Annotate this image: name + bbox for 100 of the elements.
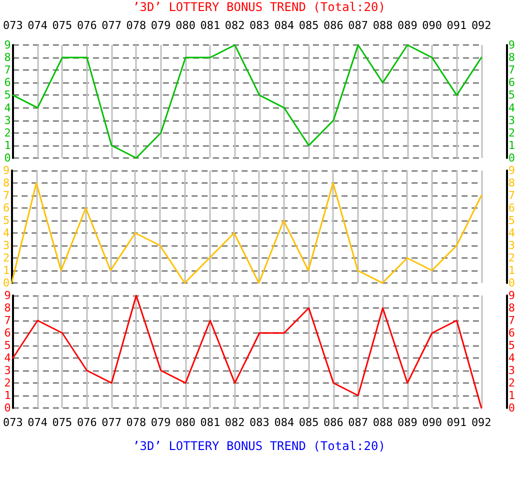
y-tick-label: 0 — [3, 276, 10, 290]
x-tick-label: 090 — [422, 416, 442, 429]
y2-tick-label: 8 — [508, 176, 515, 190]
x-tick-label: 091 — [446, 19, 467, 32]
y-tick-label: 1 — [4, 138, 11, 152]
y2-tick-label: 2 — [508, 376, 515, 390]
y-tick-label: 0 — [4, 152, 11, 164]
y-tick-label: 2 — [4, 376, 11, 390]
x-tick-label: 073 — [2, 416, 23, 429]
y2-tick-label: 5 — [508, 88, 515, 102]
x-tick-label: 086 — [324, 416, 344, 429]
x-tick-label: 092 — [471, 19, 492, 32]
y-tick-label: 8 — [3, 176, 10, 190]
y-tick-label: 6 — [3, 202, 10, 214]
y2-tick-label: 1 — [508, 138, 515, 152]
x-tick-label: 076 — [76, 416, 97, 429]
x-tick-label: 089 — [397, 19, 418, 32]
y-tick-label: 2 — [3, 252, 10, 264]
x-tick-label: 092 — [471, 416, 492, 429]
x-tick-label: 079 — [150, 416, 171, 429]
x-tick-label: 089 — [397, 416, 418, 429]
y2-tick-label: 3 — [508, 364, 515, 377]
y-tick-label: 9 — [3, 164, 10, 177]
y2-tick-label: 2 — [508, 252, 515, 264]
y-tick-label: 0 — [4, 402, 11, 414]
y-tick-label: 3 — [4, 114, 11, 127]
x-tick-label: 088 — [372, 19, 393, 32]
x-tick-label: 074 — [28, 416, 48, 429]
y-tick-label: 1 — [3, 264, 10, 277]
y-tick-label: 5 — [4, 339, 11, 352]
x-tick-label: 078 — [126, 19, 146, 32]
y2-tick-label: 9 — [508, 38, 515, 52]
y-tick-label: 6 — [4, 326, 11, 340]
chart-title: ’3D’ LOTTERY BONUS TREND (Total:20) — [132, 0, 386, 14]
x-tick-label: 085 — [298, 416, 319, 429]
line-series — [12, 294, 482, 409]
x-tick-label: 084 — [274, 19, 294, 32]
y-tick-label: 7 — [4, 314, 11, 327]
y2-tick-label: 1 — [508, 389, 515, 402]
x-tick-label: 085 — [298, 19, 319, 32]
y2-tick-label: 4 — [508, 352, 516, 364]
y-tick-label: 3 — [4, 364, 11, 377]
y2-tick-label: 6 — [508, 326, 515, 340]
y-tick-label: 4 — [3, 226, 10, 240]
y2-tick-label: 5 — [508, 214, 515, 227]
x-tick-label: 079 — [150, 19, 171, 32]
x-tick-label: 082 — [224, 416, 245, 429]
x-tick-label: 090 — [422, 19, 442, 32]
x-tick-label: 087 — [348, 416, 368, 429]
x-tick-label: 086 — [324, 19, 344, 32]
y2-tick-label: 4 — [508, 226, 516, 240]
x-tick-label: 074 — [28, 19, 48, 32]
x-tick-label: 083 — [250, 416, 270, 429]
y2-tick-label: 7 — [508, 314, 515, 327]
y2-tick-label: 3 — [508, 239, 515, 252]
y2-tick-label: 9 — [508, 289, 515, 302]
x-tick-label: 080 — [176, 19, 196, 32]
x-tick-label: 082 — [224, 19, 245, 32]
y-tick-label: 4 — [4, 101, 12, 114]
x-tick-label: 076 — [76, 19, 97, 32]
x-tick-label: 075 — [52, 416, 72, 429]
y2-tick-label: 2 — [508, 126, 515, 140]
x-tick-label: 077 — [102, 416, 122, 429]
line-series — [10, 182, 482, 284]
x-tick-label: 075 — [52, 19, 72, 32]
y2-tick-label: 8 — [508, 302, 515, 314]
y2-tick-label: 7 — [508, 64, 515, 77]
y-tick-label: 7 — [3, 189, 10, 202]
x-tick-label: 088 — [372, 416, 393, 429]
y-tick-label: 1 — [4, 389, 11, 402]
y2-tick-label: 9 — [508, 164, 515, 177]
x-tick-label: 081 — [200, 19, 220, 32]
y-tick-label: 6 — [4, 76, 11, 90]
y-tick-label: 5 — [3, 214, 10, 227]
x-tick-label: 080 — [176, 416, 196, 429]
y2-tick-label: 0 — [508, 402, 515, 414]
x-tick-label: 091 — [446, 416, 467, 429]
y-tick-label: 8 — [4, 51, 11, 64]
y2-tick-label: 0 — [508, 276, 515, 290]
y2-tick-label: 8 — [508, 51, 515, 64]
y-tick-label: 9 — [4, 289, 11, 302]
y2-tick-label: 0 — [508, 152, 515, 164]
y-tick-label: 9 — [4, 38, 11, 52]
y2-tick-label: 6 — [508, 76, 515, 90]
x-tick-label: 073 — [2, 19, 23, 32]
y-tick-label: 3 — [3, 239, 10, 252]
y2-tick-label: 1 — [508, 264, 515, 277]
line-series — [12, 44, 482, 159]
x-tick-label: 077 — [102, 19, 122, 32]
x-tick-label: 081 — [200, 416, 220, 429]
y2-tick-label: 7 — [508, 189, 515, 202]
y-tick-label: 2 — [4, 126, 11, 140]
x-tick-label: 078 — [126, 416, 146, 429]
y-tick-label: 5 — [4, 88, 11, 102]
y-tick-label: 4 — [4, 352, 12, 364]
x-tick-label: 087 — [348, 19, 368, 32]
y2-tick-label: 6 — [508, 202, 515, 214]
y-tick-label: 7 — [4, 64, 11, 77]
x-tick-label: 084 — [274, 416, 294, 429]
text: ’3D’ LOTTERY BONUS TREND (Total:20) — [132, 439, 386, 453]
